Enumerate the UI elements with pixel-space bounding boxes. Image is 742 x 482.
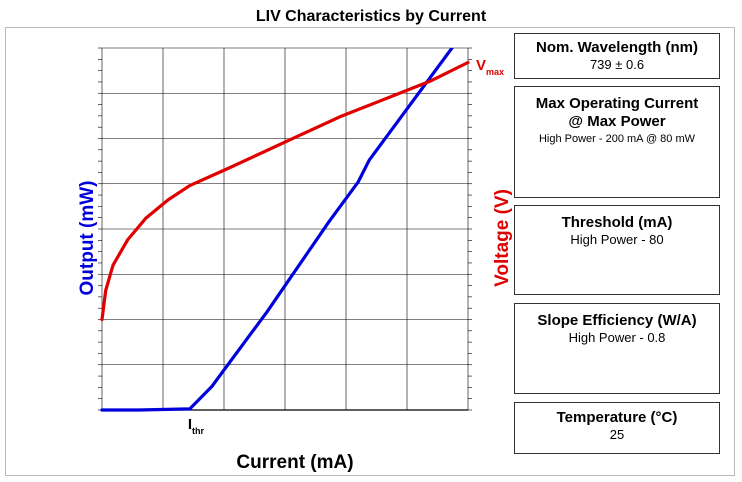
- temperature-box: Temperature (°C) 25: [514, 402, 720, 454]
- temperature-value: 25: [609, 427, 625, 442]
- slope-box: Slope Efficiency (W/A) High Power - 0.8: [514, 303, 720, 394]
- chart-grid: [101, 47, 469, 411]
- max-current-label-1: Max Operating Current: [535, 95, 699, 112]
- max-current-label-2: @ Max Power: [568, 113, 666, 130]
- max-current-box: Max Operating Current @ Max Power High P…: [514, 86, 720, 198]
- wavelength-box: Nom. Wavelength (nm) 739 ± 0.6: [514, 33, 720, 79]
- chart-frame: [5, 27, 735, 476]
- wavelength-label: Nom. Wavelength (nm): [536, 39, 698, 56]
- threshold-value: High Power - 80: [570, 232, 664, 247]
- y-axis-label-left: Output (mW): [77, 180, 98, 295]
- x-axis-label: Current (mA): [236, 452, 353, 473]
- series-line-output: [100, 48, 454, 412]
- chart-title: LIV Characteristics by Current: [255, 8, 487, 25]
- wavelength-value: 739 ± 0.6: [589, 57, 645, 72]
- chart-annotations: Ithr Vmax: [188, 57, 504, 436]
- threshold-box: Threshold (mA) High Power - 80: [514, 205, 720, 295]
- slope-label: Slope Efficiency (W/A): [537, 312, 697, 329]
- threshold-label: Threshold (mA): [561, 214, 673, 231]
- temperature-label: Temperature (°C): [556, 409, 678, 426]
- annotation-max: Vmax: [476, 57, 504, 77]
- annotation-thr: Ithr: [188, 416, 205, 436]
- slope-value: High Power - 0.8: [568, 330, 666, 345]
- max-current-value: High Power - 200 mA @ 80 mW: [538, 133, 696, 145]
- y-axis-label-right: Voltage (V): [492, 189, 513, 287]
- chart-series: [100, 48, 470, 412]
- series-line-voltage: [100, 60, 470, 322]
